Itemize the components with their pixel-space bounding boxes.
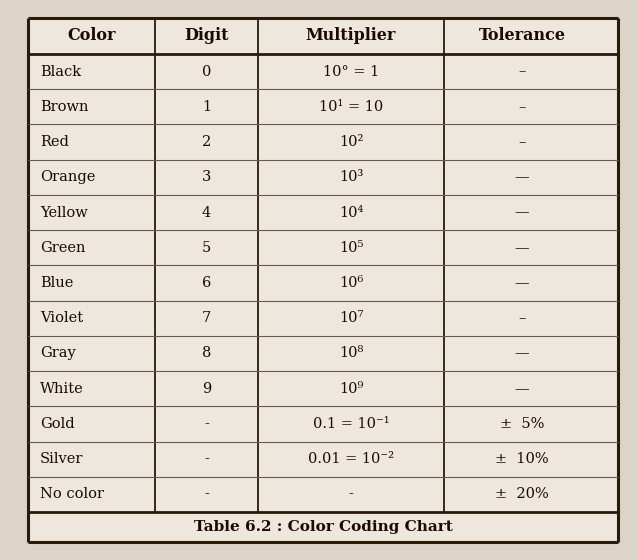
Text: 7: 7 (202, 311, 211, 325)
Text: Violet: Violet (40, 311, 83, 325)
Text: –: – (519, 100, 526, 114)
Text: —: — (515, 241, 530, 255)
Text: 2: 2 (202, 135, 211, 149)
Text: –: – (519, 64, 526, 78)
Text: —: — (515, 206, 530, 220)
Text: Orange: Orange (40, 170, 95, 184)
Text: 1: 1 (202, 100, 211, 114)
Text: 10⁶: 10⁶ (339, 276, 363, 290)
Text: Table 6.2 : Color Coding Chart: Table 6.2 : Color Coding Chart (193, 520, 452, 534)
Text: Gold: Gold (40, 417, 75, 431)
Text: Brown: Brown (40, 100, 89, 114)
Text: —: — (515, 347, 530, 361)
Text: ±  5%: ± 5% (500, 417, 544, 431)
Text: –: – (519, 135, 526, 149)
Text: Multiplier: Multiplier (306, 27, 396, 44)
Text: 0.1 = 10⁻¹: 0.1 = 10⁻¹ (313, 417, 389, 431)
Text: -: - (204, 417, 209, 431)
Text: Black: Black (40, 64, 81, 78)
Text: —: — (515, 382, 530, 396)
Text: ±  20%: ± 20% (495, 487, 549, 501)
Text: 10⁷: 10⁷ (339, 311, 363, 325)
Text: Blue: Blue (40, 276, 73, 290)
Text: Yellow: Yellow (40, 206, 88, 220)
Text: White: White (40, 382, 84, 396)
Text: Silver: Silver (40, 452, 84, 466)
Text: 0.01 = 10⁻²: 0.01 = 10⁻² (308, 452, 394, 466)
Text: 6: 6 (202, 276, 211, 290)
Text: Tolerance: Tolerance (478, 27, 566, 44)
Text: Gray: Gray (40, 347, 76, 361)
Text: 5: 5 (202, 241, 211, 255)
Text: 10²: 10² (339, 135, 363, 149)
Text: -: - (204, 487, 209, 501)
Text: —: — (515, 276, 530, 290)
Text: 10⁴: 10⁴ (339, 206, 363, 220)
Text: —: — (515, 170, 530, 184)
Text: 0: 0 (202, 64, 211, 78)
Text: 10³: 10³ (339, 170, 363, 184)
Text: 10⁵: 10⁵ (339, 241, 363, 255)
Text: ±  10%: ± 10% (495, 452, 549, 466)
Text: 10° = 1: 10° = 1 (323, 64, 379, 78)
Text: 10¹ = 10: 10¹ = 10 (319, 100, 383, 114)
Text: 10⁹: 10⁹ (339, 382, 363, 396)
Text: -: - (204, 452, 209, 466)
Text: -: - (348, 487, 353, 501)
Text: Red: Red (40, 135, 69, 149)
Text: Green: Green (40, 241, 85, 255)
Text: 3: 3 (202, 170, 211, 184)
Text: 8: 8 (202, 347, 211, 361)
Text: 10⁸: 10⁸ (339, 347, 363, 361)
Text: Color: Color (67, 27, 115, 44)
Text: –: – (519, 311, 526, 325)
Text: Digit: Digit (184, 27, 229, 44)
Text: 4: 4 (202, 206, 211, 220)
Text: No color: No color (40, 487, 104, 501)
Text: 9: 9 (202, 382, 211, 396)
